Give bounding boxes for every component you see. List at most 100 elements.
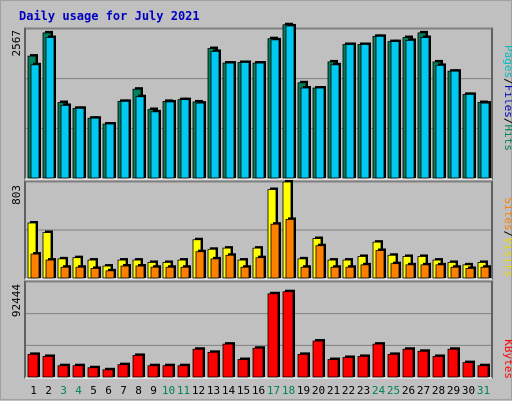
bar-sites-10 [165, 266, 175, 279]
bar-files-15 [240, 62, 250, 179]
x-tick-label: 1 [30, 384, 37, 397]
bar-sites-12 [195, 251, 205, 279]
bar-kbytes-7 [117, 364, 129, 378]
x-tick-label: 15 [237, 384, 250, 397]
bar-sites-1 [30, 253, 40, 279]
bar-kbytes-3 [57, 365, 69, 378]
bar-sites-22 [345, 266, 355, 279]
legend-sites: Sites [502, 198, 512, 231]
bar-sites-4 [75, 266, 85, 279]
bar-kbytes-28 [432, 356, 444, 378]
x-tick-label: 12 [192, 384, 205, 397]
legend-sep-3: / [502, 231, 512, 238]
bar-files-19 [300, 87, 310, 179]
bar-sites-19 [300, 266, 310, 279]
bar-files-22 [345, 44, 355, 179]
x-tick-label: 11 [177, 384, 190, 397]
bar-kbytes-23 [357, 356, 369, 378]
bar-sites-25 [390, 263, 400, 279]
bar-sites-11 [180, 266, 190, 279]
x-tick-label: 22 [342, 384, 355, 397]
bar-sites-17 [270, 223, 280, 279]
bar-kbytes-15 [237, 359, 249, 378]
bar-sites-15 [240, 266, 250, 279]
bar-files-28 [435, 64, 445, 179]
bar-kbytes-10 [162, 365, 174, 378]
bar-sites-2 [45, 259, 55, 279]
bar-kbytes-9 [147, 365, 159, 378]
bar-sites-14 [225, 254, 235, 279]
bar-sites-6 [105, 270, 115, 279]
bar-files-17 [270, 39, 280, 179]
legend-files: Files [502, 85, 512, 118]
bar-kbytes-8 [132, 355, 144, 378]
x-axis-labels: 1 2 3 4 5 6 7 8 9 10 11 12 13 14 15 16 17 18 19 20 21 22 23 24 2… [30, 384, 490, 397]
bar-sites-26 [405, 264, 415, 279]
bar-sites-3 [60, 266, 70, 279]
bar-sites-30 [465, 268, 475, 279]
x-tick-label: 9 [150, 384, 157, 397]
legend-pages: Pages [502, 45, 512, 78]
bar-sites-20 [315, 245, 325, 279]
bar-files-8 [135, 96, 145, 179]
x-tick-label: 17 [267, 384, 280, 397]
x-tick-label: 26 [402, 384, 415, 397]
bar-sites-28 [435, 264, 445, 279]
bar-sites-9 [150, 266, 160, 279]
bar-files-4 [75, 107, 85, 179]
x-tick-label: 21 [327, 384, 340, 397]
bar-sites-13 [210, 258, 220, 279]
x-tick-label: 7 [120, 384, 127, 397]
bar-files-13 [210, 51, 220, 179]
bar-kbytes-13 [207, 351, 219, 378]
x-tick-label: 28 [432, 384, 445, 397]
bar-files-16 [255, 62, 265, 179]
bar-sites-8 [135, 265, 145, 279]
bar-kbytes-26 [402, 348, 414, 378]
bar-files-20 [315, 87, 325, 179]
bar-kbytes-6 [102, 369, 114, 378]
bar-files-29 [450, 70, 460, 179]
bar-kbytes-2 [42, 356, 54, 378]
legend-kbytes: KBytes [502, 339, 512, 379]
bar-kbytes-5 [87, 367, 99, 378]
panel-visits-sites [24, 180, 493, 280]
bar-files-7 [120, 100, 130, 179]
x-tick-label: 24 [372, 384, 386, 397]
bar-kbytes-17 [267, 293, 279, 378]
bar-kbytes-29 [447, 348, 459, 378]
ymax-label-hits: 2567 [10, 30, 23, 57]
bar-kbytes-27 [417, 350, 429, 378]
x-tick-label: 13 [207, 384, 220, 397]
legend-kbytes-label: KBytes [502, 339, 512, 379]
x-tick-label: 31 [477, 384, 490, 397]
panel-hits-files [24, 22, 493, 180]
x-tick-label: 10 [162, 384, 175, 397]
bar-kbytes-14 [222, 343, 234, 378]
bar-files-14 [225, 62, 235, 179]
x-tick-label: 18 [282, 384, 295, 397]
legend-sep-1: / [502, 78, 512, 85]
chart-title: Daily usage for July 2021 [19, 9, 200, 23]
bar-sites-5 [90, 268, 100, 279]
bar-kbytes-19 [297, 353, 309, 378]
bar-sites-29 [450, 266, 460, 279]
bar-sites-31 [480, 266, 490, 279]
bar-files-23 [360, 44, 370, 179]
bar-files-11 [180, 99, 190, 179]
bar-kbytes-1 [27, 353, 39, 378]
bar-sites-23 [360, 264, 370, 279]
legend-sites-visits: Sites/Visits [502, 198, 512, 278]
bar-files-21 [330, 64, 340, 179]
bar-sites-16 [255, 257, 265, 279]
bar-kbytes-18 [282, 291, 294, 378]
x-tick-label: 14 [222, 384, 236, 397]
x-tick-label: 4 [75, 384, 82, 397]
bar-kbytes-11 [177, 365, 189, 378]
x-tick-label: 3 [60, 384, 67, 397]
x-tick-label: 8 [135, 384, 142, 397]
bar-kbytes-31 [477, 365, 489, 378]
bar-files-26 [405, 40, 415, 179]
